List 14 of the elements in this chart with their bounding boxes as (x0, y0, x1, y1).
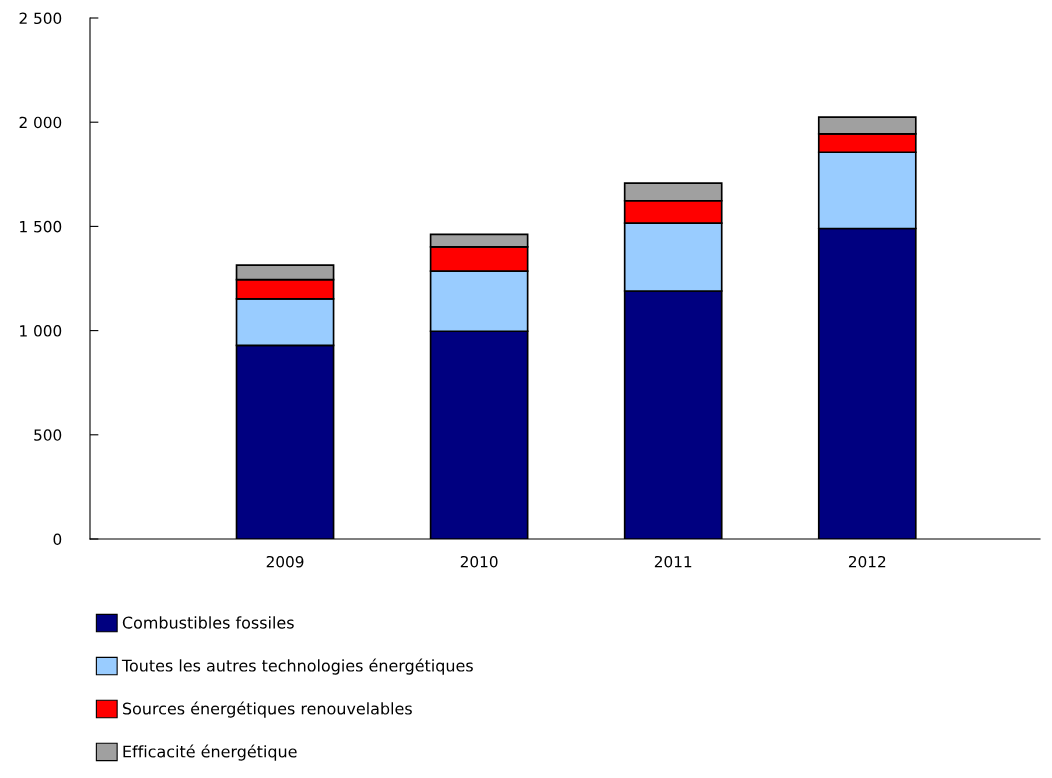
y-tick-label: 2 000 (19, 116, 62, 129)
x-tick-label: 2011 (654, 555, 692, 568)
legend-label: Sources énergétiques renouvelables (122, 701, 412, 718)
x-tick-label: 2012 (848, 555, 886, 568)
x-tick-label: 2009 (266, 555, 304, 568)
y-tick-label: 1 500 (20, 220, 62, 233)
legend-label: Combustibles fossiles (122, 616, 294, 629)
x-tick-label: 2010 (460, 555, 498, 568)
y-tick-label: 2 500 (19, 12, 62, 25)
legend-label: Toutes les autres technologies énergétiques (121, 658, 473, 675)
legend-label: Efficacité énergétique (123, 744, 297, 761)
y-tick-label: 1 000 (20, 325, 62, 337)
y-tick-label: 500 (34, 429, 62, 441)
y-tick-label: 0 (53, 533, 62, 546)
